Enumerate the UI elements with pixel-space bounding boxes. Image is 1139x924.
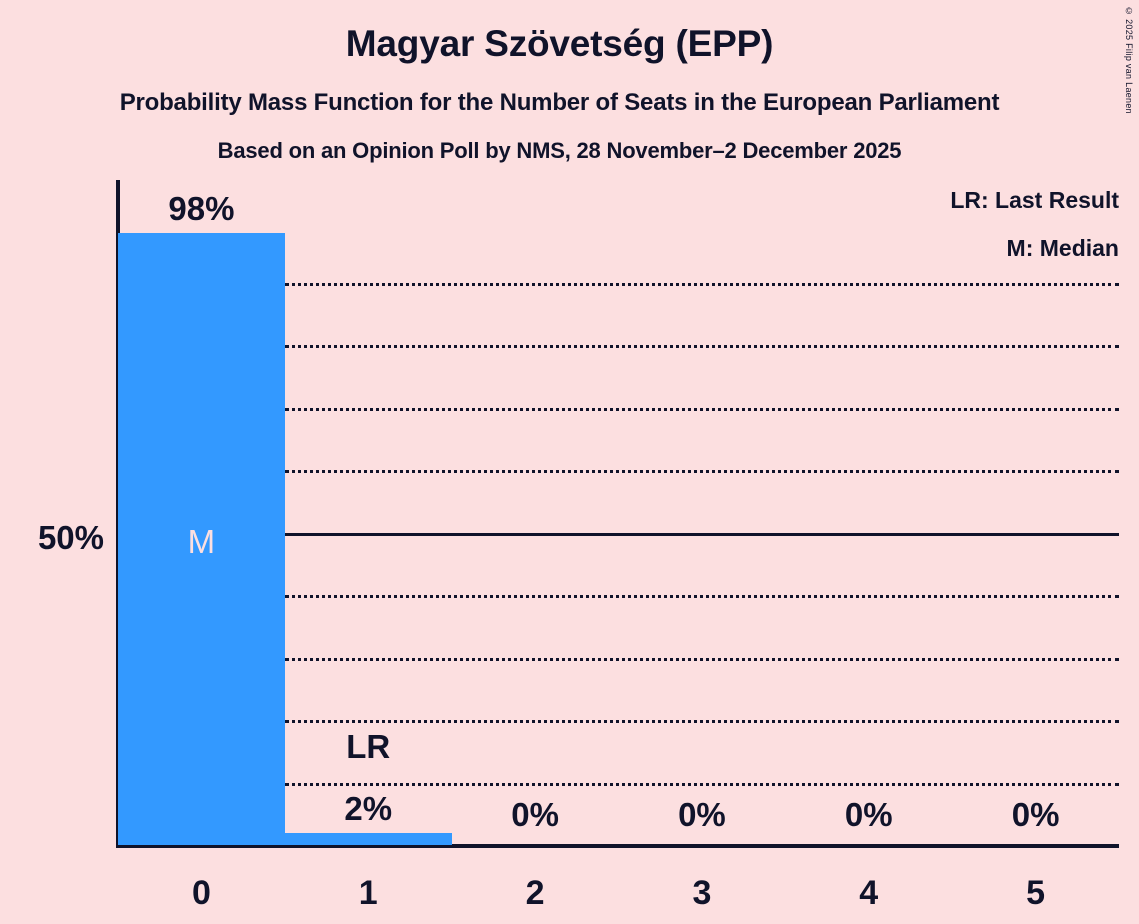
bar-value-label-0: 98%: [168, 189, 235, 227]
gridline-70: [285, 407, 1119, 411]
x-tick-0: 0: [191, 874, 211, 912]
bar-value-label-1: 2%: [344, 789, 393, 827]
x-tick-2: 2: [525, 874, 545, 912]
last-result-marker: LR: [346, 727, 391, 765]
bar-value-label-3: 0%: [678, 796, 726, 833]
bar-value-label-5: 0%: [1011, 796, 1060, 833]
legend-median: M: Median: [1006, 235, 1119, 261]
legend-last-result: LR: Last Result: [950, 187, 1119, 213]
gridline-50: [285, 532, 1119, 536]
bar-seats-0: [118, 232, 285, 845]
gridline-10: [285, 782, 1119, 786]
x-tick-4: 4: [859, 874, 879, 912]
chart-source-note: Based on an Opinion Poll by NMS, 28 Nove…: [217, 138, 902, 163]
x-tick-1: 1: [358, 874, 378, 912]
gridline-20: [285, 720, 1119, 723]
x-tick-3: 3: [692, 874, 712, 912]
y-axis-tick-label-50: 50%: [37, 519, 104, 556]
bar-value-label-2: 0%: [511, 796, 559, 833]
bar-value-label-4: 0%: [844, 796, 893, 833]
chart-subtitle: Probability Mass Function for the Number…: [119, 89, 1000, 116]
page-title: Magyar Szövetség (EPP): [345, 23, 774, 64]
gridline-40: [285, 595, 1119, 598]
gridline-80: [285, 345, 1119, 348]
copyright-notice: © 2025 Filip van Laenen: [1124, 6, 1134, 114]
bar-seats-1: [284, 832, 452, 845]
median-marker: M: [187, 522, 216, 560]
gridline-30: [285, 657, 1119, 661]
x-axis-line: [116, 844, 1119, 848]
gridline-60: [285, 470, 1119, 473]
gridline-90: [285, 282, 1119, 286]
x-tick-5: 5: [1026, 874, 1046, 912]
